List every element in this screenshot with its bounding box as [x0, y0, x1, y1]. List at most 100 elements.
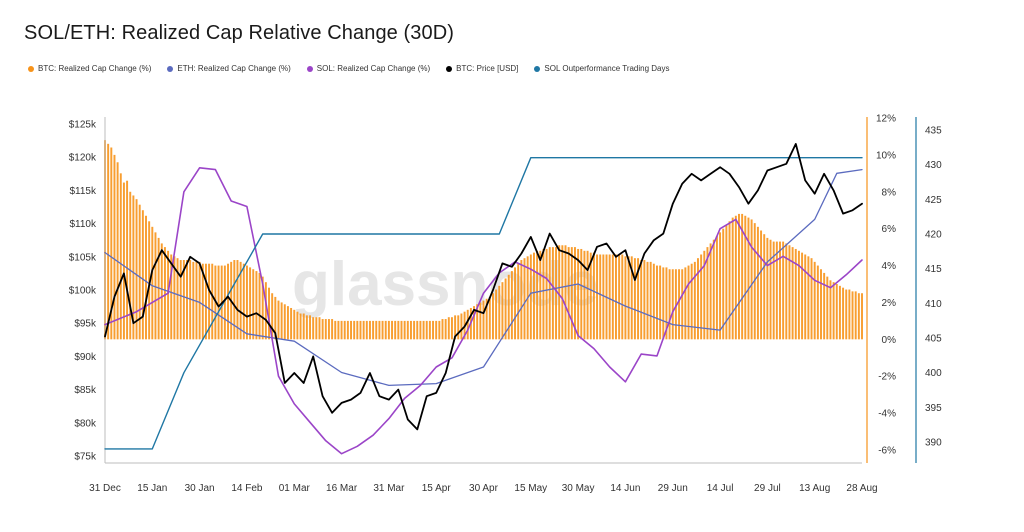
btc-realized-cap-bar [640, 260, 643, 340]
btc-realized-cap-bar [807, 256, 810, 340]
legend-item-sol-realized-cap[interactable]: SOL: Realized Cap Change (%) [306, 64, 431, 73]
y-pct-tick-label: 8% [882, 187, 897, 198]
btc-realized-cap-bar [403, 320, 406, 340]
btc-realized-cap-bar [665, 267, 668, 340]
btc-realized-cap-bar [756, 226, 759, 340]
btc-realized-cap-bar [797, 250, 800, 340]
btc-realized-cap-bar [659, 265, 662, 340]
legend-item-btc-price[interactable]: BTC: Price [USD] [446, 64, 518, 73]
btc-realized-cap-bar [176, 258, 179, 340]
x-tick-label: 01 Mar [279, 483, 311, 494]
legend-item-btc-realized-cap[interactable]: BTC: Realized Cap Change (%) [28, 64, 151, 73]
btc-realized-cap-bar [779, 241, 781, 340]
btc-realized-cap-bar [132, 195, 135, 340]
legend-dot-icon [306, 65, 313, 72]
y-days-tick-label: 390 [925, 438, 942, 449]
btc-realized-cap-bar [141, 210, 144, 340]
y-days-tick-label: 395 [925, 403, 942, 414]
btc-realized-cap-bar [268, 287, 270, 340]
btc-realized-cap-bar [760, 230, 763, 340]
btc-realized-cap-bar [110, 147, 113, 340]
btc-realized-cap-bar [769, 239, 772, 340]
btc-realized-cap-bar [107, 143, 110, 340]
btc-realized-cap-bar [589, 252, 592, 340]
y-left-tick-label: $90k [74, 352, 97, 363]
btc-realized-cap-bar [135, 199, 138, 340]
btc-realized-cap-bar [624, 256, 627, 340]
x-tick-label: 15 May [514, 483, 547, 494]
btc-realized-cap-bar [829, 280, 832, 340]
btc-realized-cap-bar [627, 256, 630, 340]
btc-realized-cap-bar [359, 320, 362, 340]
btc-realized-cap-bar [479, 302, 482, 340]
btc-realized-cap-bar [728, 221, 731, 340]
btc-realized-cap-bar [419, 320, 422, 340]
legend-label: SOL: Realized Cap Change (%) [316, 64, 431, 73]
btc-realized-cap-bar [302, 313, 305, 340]
btc-realized-cap-bar [551, 247, 554, 340]
btc-realized-cap-bar [182, 260, 185, 340]
btc-realized-cap-bar [119, 173, 122, 340]
y-pct-tick-label: 0% [882, 335, 897, 346]
btc-realized-cap-bar [678, 269, 681, 340]
y-left-tick-label: $75k [74, 452, 97, 463]
btc-realized-cap-bar [596, 254, 599, 340]
btc-realized-cap-bar [362, 320, 365, 340]
btc-realized-cap-bar [615, 254, 617, 340]
btc-realized-cap-bar [674, 269, 677, 340]
btc-realized-cap-bar [167, 250, 170, 340]
btc-realized-cap-bar [703, 250, 706, 340]
btc-realized-cap-bar [334, 320, 337, 340]
btc-realized-cap-bar [529, 254, 532, 340]
btc-realized-cap-bar [454, 315, 457, 340]
legend-label: SOL Outperformance Trading Days [544, 64, 670, 73]
y-days-tick-label: 405 [925, 334, 942, 345]
btc-realized-cap-bar [271, 293, 274, 340]
btc-realized-cap-bar [545, 248, 548, 340]
btc-realized-cap-bar [312, 317, 315, 340]
x-tick-label: 15 Apr [422, 483, 452, 494]
btc-realized-cap-bar [249, 267, 252, 340]
btc-realized-cap-bar [731, 217, 734, 340]
btc-realized-cap-bar [148, 221, 151, 340]
y-left-tick-label: $105k [69, 252, 97, 263]
btc-price-line [104, 142, 863, 431]
btc-realized-cap-bar [239, 261, 242, 340]
btc-realized-cap-bar [233, 260, 236, 340]
btc-realized-cap-bar [327, 319, 330, 340]
legend-item-sol-outperformance-days[interactable]: SOL Outperformance Trading Days [534, 64, 670, 73]
btc-realized-cap-bar [309, 315, 311, 340]
btc-realized-cap-bar [208, 263, 211, 340]
x-tick-label: 30 Jan [185, 483, 215, 494]
btc-realized-cap-bar [372, 320, 375, 340]
y-left-tick-label: $125k [69, 120, 97, 131]
btc-realized-cap-bar [826, 276, 829, 340]
btc-realized-cap-bar [558, 245, 561, 340]
btc-realized-cap-bar [851, 291, 854, 340]
btc-realized-cap-bar [813, 261, 816, 340]
btc-realized-cap-bar [510, 271, 513, 340]
btc-realized-cap-bar [384, 320, 387, 340]
btc-realized-cap-bar [460, 313, 463, 340]
legend-item-eth-realized-cap[interactable]: ETH: Realized Cap Change (%) [167, 64, 291, 73]
btc-realized-cap-bar [283, 304, 286, 340]
btc-realized-cap-bar [804, 254, 807, 340]
btc-realized-cap-bar [400, 320, 403, 340]
btc-realized-cap-bar [432, 320, 435, 340]
btc-realized-cap-bar [741, 213, 744, 340]
btc-realized-cap-bar [350, 320, 352, 340]
btc-realized-cap-bar [277, 300, 280, 340]
btc-realized-cap-bar [381, 320, 384, 340]
btc-realized-cap-bar [738, 213, 740, 340]
btc-realized-cap-bar [438, 320, 441, 340]
btc-realized-cap-bar [561, 245, 564, 340]
btc-realized-cap-bar [848, 289, 851, 340]
btc-realized-cap-bar [353, 320, 356, 340]
btc-realized-cap-bar [447, 317, 450, 340]
btc-realized-cap-bar [514, 267, 517, 340]
btc-realized-cap-bar [397, 320, 400, 340]
btc-realized-cap-bar [574, 247, 576, 340]
btc-realized-cap-bar [820, 269, 822, 340]
btc-realized-cap-bar [838, 285, 841, 340]
btc-realized-cap-bar [145, 215, 147, 340]
